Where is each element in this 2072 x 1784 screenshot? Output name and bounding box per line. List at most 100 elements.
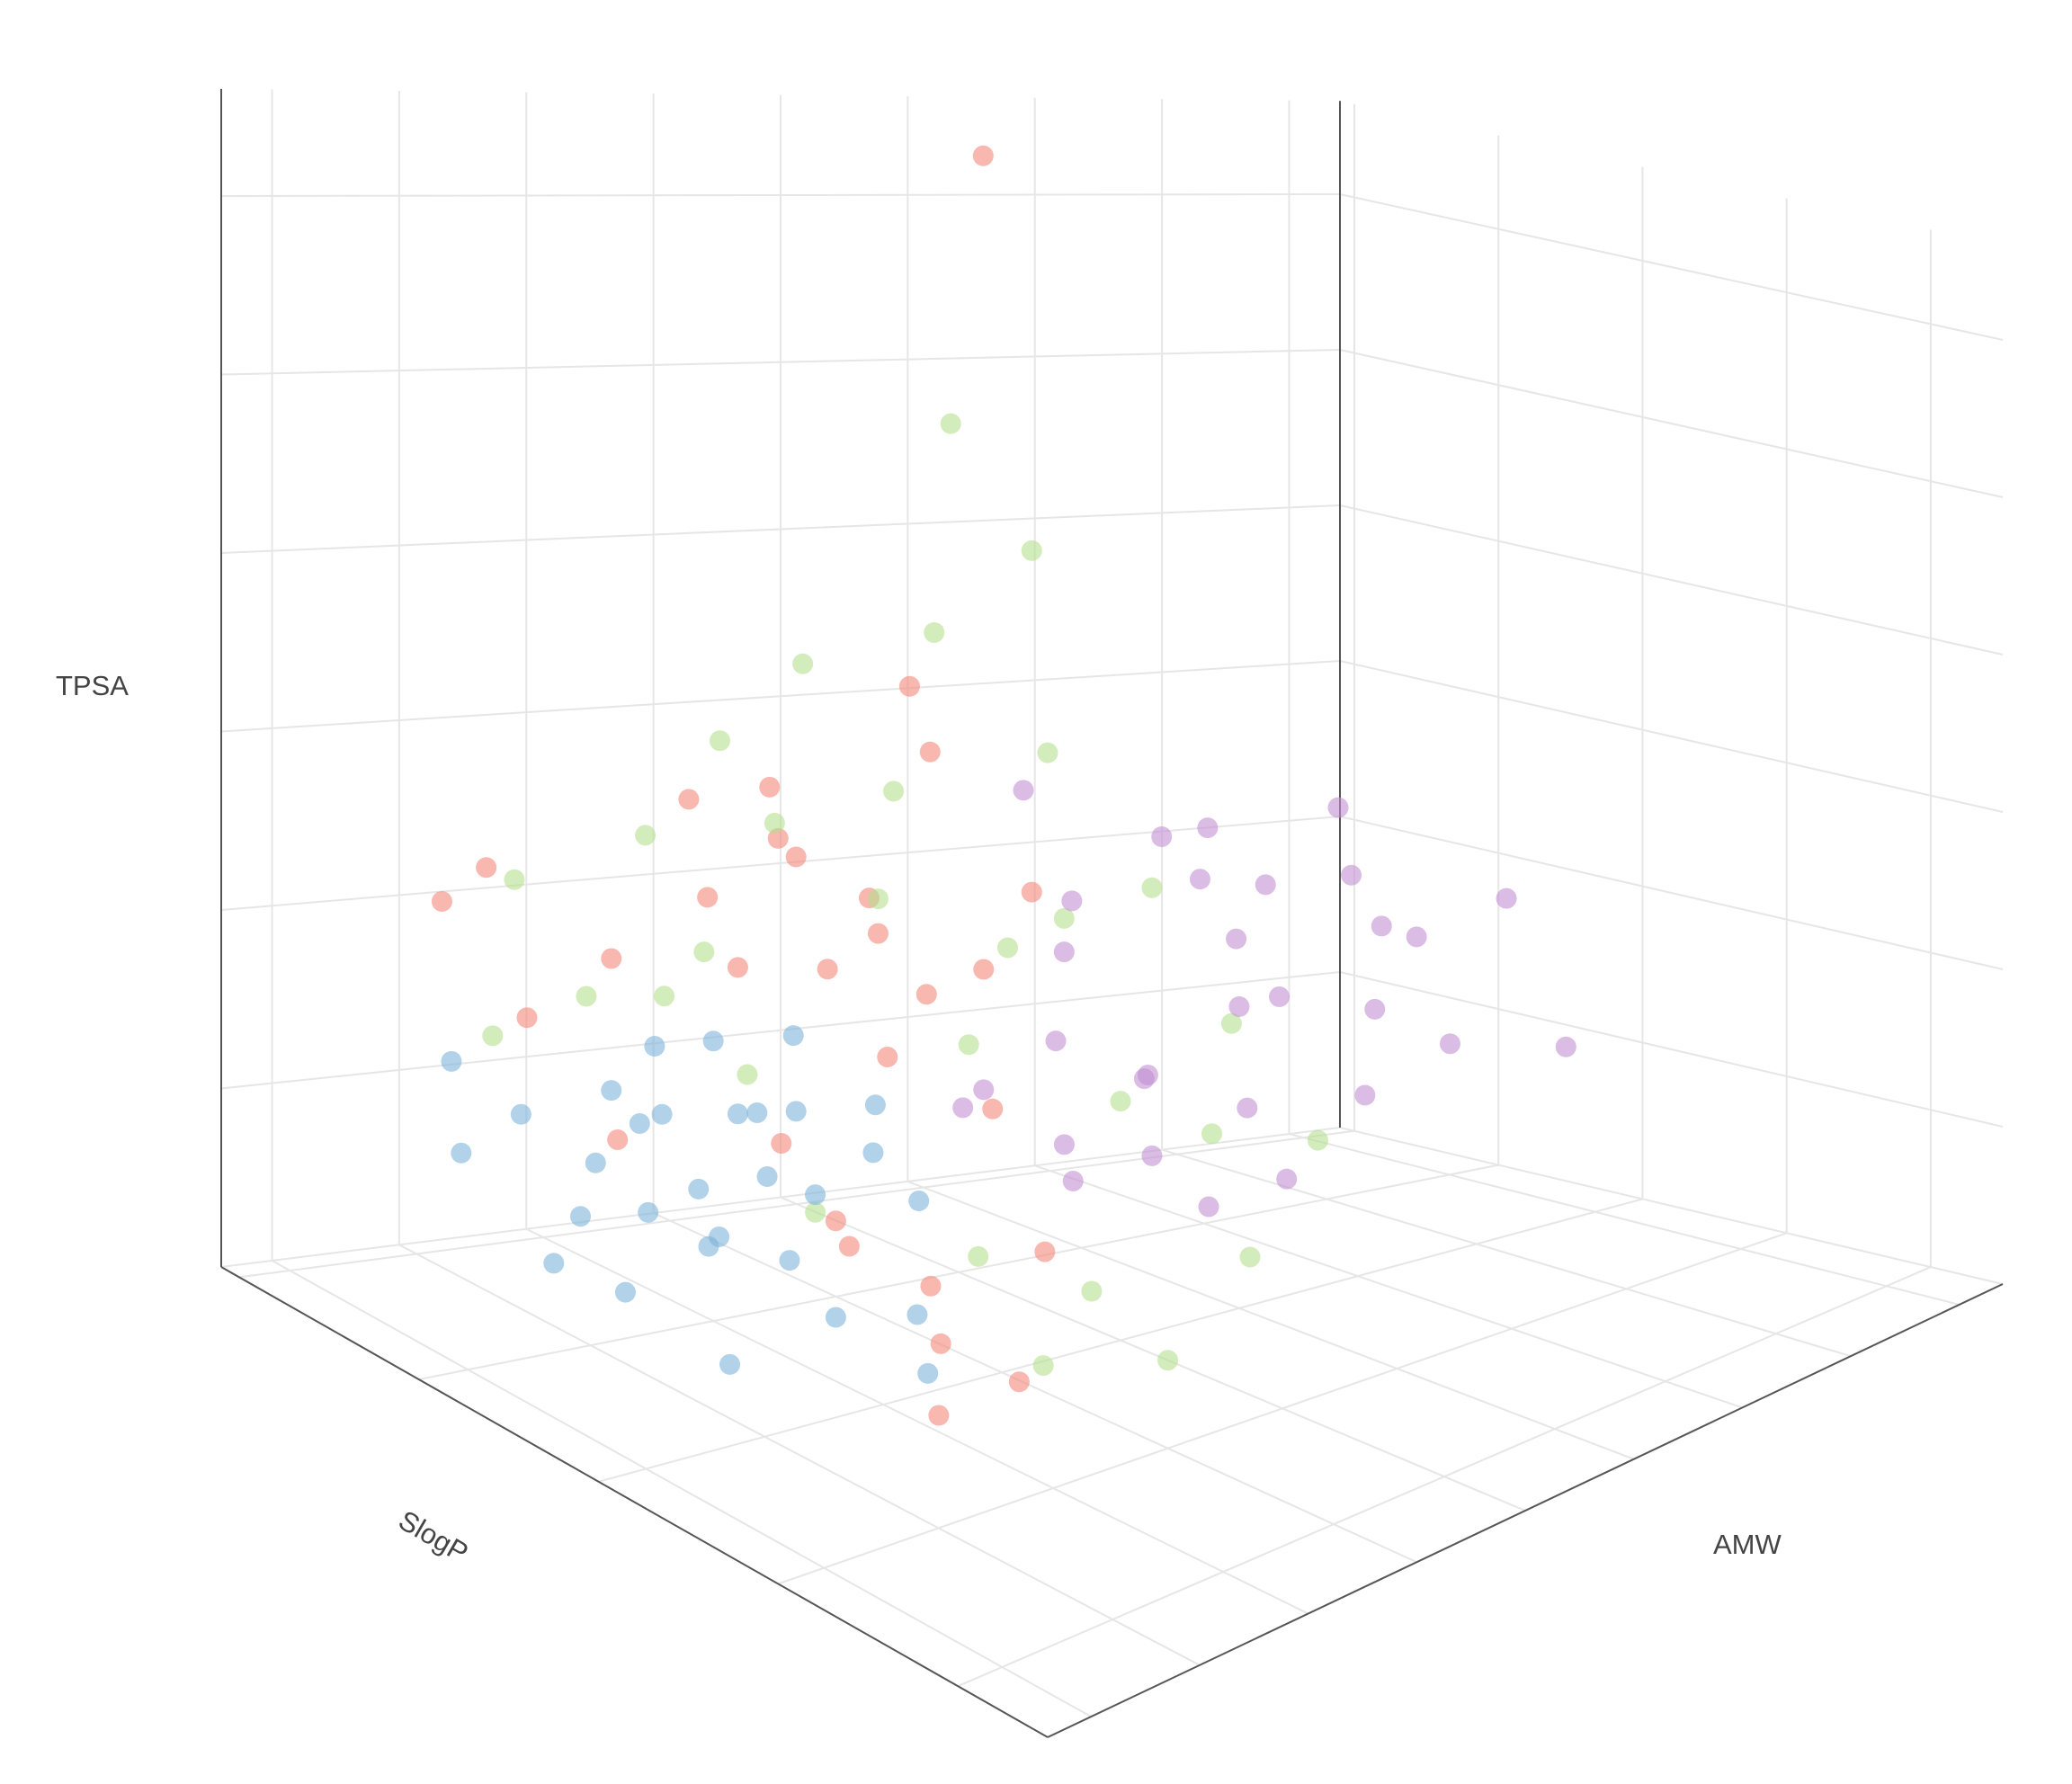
y-axis-line [1047,1283,2004,1738]
point [785,1101,807,1122]
point [1037,742,1058,763]
point [431,890,452,912]
point [1255,874,1276,896]
point [817,959,838,980]
point [898,675,920,697]
point [1341,864,1362,886]
point [952,1097,974,1119]
point [746,1102,768,1123]
point [638,1201,659,1223]
point [1496,888,1517,909]
point [1157,1350,1179,1371]
grid-line [1339,349,2004,498]
point [737,1064,758,1085]
point [1034,1241,1056,1262]
point [1061,890,1083,912]
point [504,869,525,890]
point [883,780,905,802]
point [614,1281,636,1303]
point [1081,1280,1103,1302]
grid-line [957,1266,1932,1688]
point [1133,1068,1155,1090]
grid-line [1339,193,2004,341]
point [1141,877,1163,898]
point [651,1103,673,1125]
grid-line [1034,1164,1743,1409]
point [1151,826,1173,848]
point [825,1307,846,1328]
point [958,1034,979,1056]
point [759,776,781,798]
point [825,1210,846,1232]
point [607,1129,629,1151]
point [688,1178,710,1200]
point [1406,926,1427,948]
point [968,1245,989,1267]
point [924,621,945,643]
point [709,1226,730,1248]
point [764,812,785,834]
point [1189,869,1210,890]
point [864,1094,886,1116]
grid-line [398,1244,1201,1666]
point [1555,1036,1576,1057]
point [1197,817,1219,839]
point [771,1132,792,1154]
point [727,957,748,978]
grid-line [1339,816,2004,970]
point [1053,907,1075,929]
point [1228,995,1250,1017]
point [805,1201,826,1223]
point [1239,1246,1261,1268]
point [678,789,700,810]
point [1045,1030,1067,1052]
point [915,984,937,1005]
point [543,1253,565,1274]
point [1307,1129,1328,1151]
point [940,413,961,434]
point [792,653,814,674]
point [973,1079,995,1101]
point [1327,797,1349,818]
point [973,959,995,980]
point [1364,998,1386,1020]
point [709,730,730,752]
point [1269,986,1291,1008]
point [1220,1012,1242,1034]
point [920,1275,942,1297]
point [601,1080,622,1102]
point [1141,1145,1163,1166]
point [585,1152,606,1173]
grid-line [418,1164,1499,1381]
point [867,888,889,910]
point [917,1362,939,1384]
point [805,1184,826,1206]
points [431,145,1576,1426]
grid-line [1339,971,2004,1128]
point [785,846,807,868]
point [1226,928,1247,950]
point [997,937,1019,959]
point [862,1142,884,1164]
point [779,1250,800,1271]
grid-line [1339,660,2004,813]
point [877,1047,898,1068]
grid-line [238,1129,1355,1279]
point [719,1353,741,1375]
grid [220,89,2004,1717]
point [1032,1355,1054,1377]
point [867,923,889,944]
point [906,1304,928,1325]
grid-line [653,1212,1417,1564]
x-axis-title: SlogP [393,1504,473,1569]
x-axis-line [220,1266,1049,1738]
point [782,1025,804,1047]
point [629,1112,650,1134]
point [838,1235,860,1257]
point [928,1405,950,1426]
labels: TPSA SlogP AMW [56,670,1782,1568]
z-axis-title: TPSA [56,670,129,701]
grid-line [777,1232,1788,1585]
point [516,1007,538,1029]
